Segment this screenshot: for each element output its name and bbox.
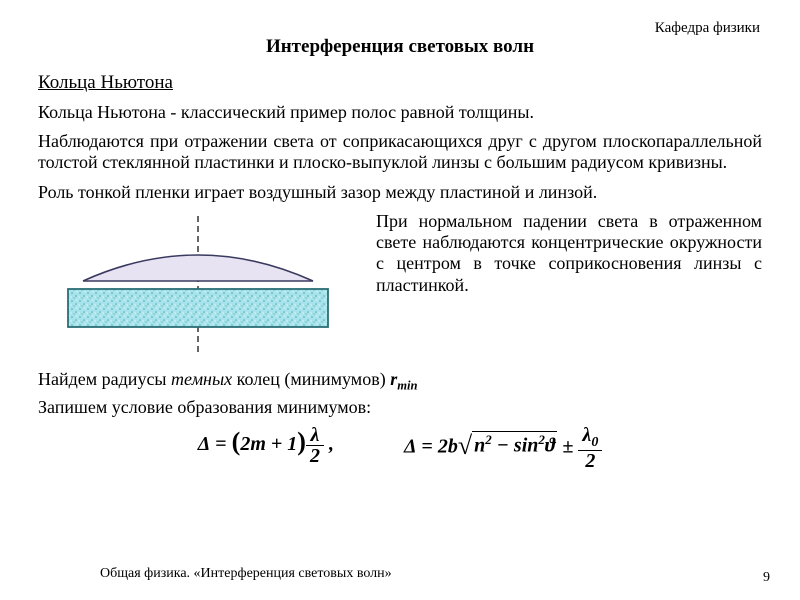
newton-rings-diagram — [38, 211, 358, 361]
p5-suffix: колец (минимумов) — [232, 369, 390, 389]
footer-text: Общая физика. «Интерференция световых во… — [100, 566, 392, 582]
content-area: Кольца Ньютона Кольца Ньютона - классиче… — [38, 72, 762, 471]
paragraph-4: При нормальном падении света в отраженно… — [376, 211, 762, 296]
department-label: Кафедра физики — [655, 20, 760, 37]
formula-2: Δ = 2b√n2 − sin2ϑ ± λ02 — [404, 425, 602, 471]
formula-row: Δ = (2m + 1)λ2 , Δ = 2b√n2 − sin2ϑ ± λ02 — [38, 425, 762, 471]
right-column: При нормальном падении света в отраженно… — [376, 211, 762, 296]
p5-prefix: Найдем радиусы — [38, 369, 171, 389]
diagram-row: При нормальном падении света в отраженно… — [38, 211, 762, 361]
slide-title: Интерференция световых волн — [0, 36, 800, 58]
paragraph-2: Наблюдаются при отражении света от сопри… — [38, 131, 762, 173]
paragraph-6: Запишем условие образования минимумов: — [38, 397, 762, 418]
paragraph-3: Роль тонкой пленки играет воздушный зазо… — [38, 182, 762, 203]
paragraph-5: Найдем радиусы темных колец (минимумов) … — [38, 369, 762, 393]
paragraph-1: Кольца Ньютона - классический пример пол… — [38, 102, 762, 123]
p5-emph: темных — [171, 369, 232, 389]
subheading: Кольца Ньютона — [38, 72, 762, 94]
page-number: 9 — [763, 570, 770, 586]
p5-var: rmin — [390, 369, 417, 389]
formula-1: Δ = (2m + 1)λ2 , — [198, 425, 334, 471]
glass-plate — [68, 289, 328, 327]
